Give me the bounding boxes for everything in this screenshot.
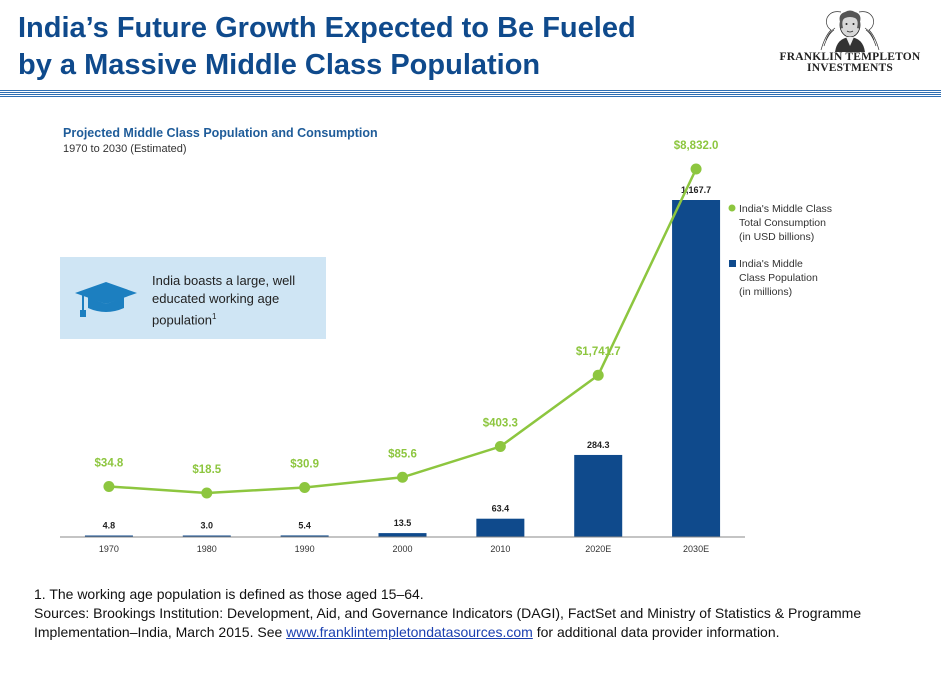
chart-subtitle: 1970 to 2030 (Estimated) [63, 143, 187, 155]
population-label-2000: 13.5 [394, 518, 412, 528]
population-bar-2000 [378, 533, 427, 537]
legend-population-line-3: (in millions) [739, 286, 792, 298]
population-label-1990: 5.4 [298, 520, 311, 530]
graduation-cap-icon [75, 282, 137, 317]
x-tick-1970: 1970 [99, 544, 119, 554]
consumption-point-1980 [201, 487, 213, 499]
data-sources-link[interactable]: www.franklintempletondatasources.com [286, 624, 533, 640]
franklin-templeton-logo: FRANKLIN TEMPLETON INVESTMENTS [770, 6, 930, 80]
title-line-2: by a Massive Middle Class Population [18, 49, 541, 81]
consumption-label-2010: $403.3 [483, 418, 518, 430]
legend-population-line-1: India's Middle [739, 258, 803, 270]
callout-footnote-mark: 1 [212, 312, 217, 321]
logo-text-line-2: INVESTMENTS [807, 62, 893, 74]
consumption-point-1970 [103, 480, 115, 492]
chart-title: Projected Middle Class Population and Co… [63, 126, 378, 140]
x-tick-2010: 2010 [490, 544, 510, 554]
benjamin-franklin-portrait-icon [820, 10, 880, 52]
x-tick-2000: 2000 [392, 544, 412, 554]
consumption-point-2020E [592, 369, 604, 381]
population-label-2030E: 1,167.7 [681, 185, 711, 195]
population-bar-1970 [84, 535, 133, 537]
page-title: India’s Future Growth Expected to Be Fue… [18, 10, 738, 84]
consumption-label-2000: $85.6 [388, 448, 417, 460]
population-bar-2020E [574, 454, 623, 537]
population-label-1970: 4.8 [103, 521, 116, 531]
population-label-2010: 63.4 [492, 504, 510, 514]
x-tick-1980: 1980 [197, 544, 217, 554]
consumption-label-1980: $18.5 [192, 464, 221, 476]
consumption-point-2010 [494, 441, 506, 453]
population-label-1980: 3.0 [201, 521, 214, 531]
sources-suffix: for additional data provider information… [532, 624, 780, 640]
consumption-label-2030E: $8,832.0 [674, 140, 719, 152]
callout-box: India boasts a large, well educated work… [60, 257, 326, 339]
legend-consumption-line-1: India's Middle Class [739, 203, 832, 215]
legend-consumption-line-3: (in USD billions) [739, 231, 814, 243]
legend-population-line-2: Class Population [739, 272, 818, 284]
chart: 1970 1980 1990 2000 2010 2020E 2030E 4.8 3.0 5.4… [60, 140, 832, 554]
consumption-point-2000 [397, 471, 408, 483]
consumption-point-2030E [690, 163, 702, 175]
legend: India's Middle Class Total Consumption (… [728, 203, 832, 298]
consumption-point-1990 [299, 481, 311, 493]
x-tick-1990: 1990 [295, 544, 315, 554]
footnote: 1. The working age population is defined… [34, 585, 914, 642]
callout-text-body: India boasts a large, well educated work… [152, 273, 296, 328]
population-bar-1990 [280, 535, 329, 537]
consumption-label-1990: $30.9 [290, 458, 319, 470]
population-bar-2010 [476, 518, 525, 537]
legend-consumption-line-2: Total Consumption [739, 217, 826, 229]
title-line-1: India’s Future Growth Expected to Be Fue… [18, 12, 636, 44]
population-label-2020E: 284.3 [587, 440, 610, 450]
population-bar-2030E [672, 200, 721, 537]
callout-text: India boasts a large, well educated work… [152, 272, 322, 329]
legend-line-marker [728, 204, 736, 212]
x-tick-2030E: 2030E [683, 544, 709, 554]
population-bar-1980 [182, 535, 231, 537]
header-divider [0, 90, 941, 97]
footnote-sources: Sources: Brookings Institution: Developm… [34, 604, 914, 642]
logo-text-line-1: FRANKLIN TEMPLETON [779, 51, 921, 63]
consumption-label-2020E: $1,741.7 [576, 346, 621, 358]
legend-bar-marker [729, 260, 736, 267]
sources-text: Sources: Brookings Institution: Developm… [34, 605, 862, 640]
consumption-label-1970: $34.8 [95, 457, 124, 469]
footnote-definition: 1. The working age population is defined… [34, 586, 424, 602]
x-tick-2020E: 2020E [585, 544, 611, 554]
